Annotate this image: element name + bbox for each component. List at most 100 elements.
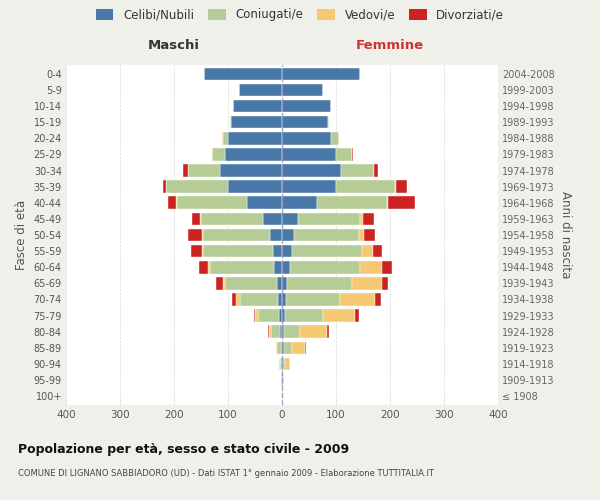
Bar bbox=[341, 164, 374, 177]
Bar bbox=[163, 180, 166, 193]
Bar bbox=[317, 196, 388, 209]
Bar bbox=[280, 326, 282, 338]
Bar bbox=[168, 196, 176, 209]
Bar bbox=[352, 277, 382, 289]
Bar bbox=[282, 261, 290, 274]
Bar bbox=[193, 212, 200, 225]
Bar bbox=[204, 68, 282, 80]
Bar bbox=[282, 180, 336, 193]
Bar bbox=[355, 310, 359, 322]
Bar bbox=[282, 132, 331, 144]
Bar bbox=[273, 245, 282, 258]
Bar bbox=[239, 84, 282, 96]
Bar bbox=[388, 196, 415, 209]
Bar bbox=[301, 326, 328, 338]
Bar bbox=[188, 228, 202, 241]
Bar bbox=[277, 277, 282, 289]
Bar bbox=[233, 100, 282, 112]
Bar bbox=[203, 245, 273, 258]
Bar bbox=[328, 326, 329, 338]
Bar bbox=[284, 326, 301, 338]
Bar bbox=[271, 326, 280, 338]
Bar bbox=[176, 196, 247, 209]
Bar bbox=[280, 358, 281, 370]
Bar bbox=[275, 342, 277, 354]
Bar bbox=[283, 358, 285, 370]
Bar bbox=[230, 116, 282, 128]
Text: Popolazione per età, sesso e stato civile - 2009: Popolazione per età, sesso e stato civil… bbox=[18, 442, 349, 456]
Bar bbox=[336, 180, 395, 193]
Bar bbox=[232, 293, 236, 306]
Bar bbox=[278, 293, 282, 306]
Bar bbox=[282, 326, 284, 338]
Bar bbox=[376, 293, 381, 306]
Bar bbox=[223, 132, 228, 144]
Bar bbox=[282, 100, 331, 112]
Bar bbox=[284, 342, 292, 354]
Bar bbox=[298, 212, 360, 225]
Y-axis label: Anni di nascita: Anni di nascita bbox=[559, 192, 572, 278]
Legend: Celibi/Nubili, Coniugati/e, Vedovi/e, Divorziati/e: Celibi/Nubili, Coniugati/e, Vedovi/e, Di… bbox=[96, 8, 504, 22]
Bar bbox=[282, 245, 292, 258]
Text: Maschi: Maschi bbox=[148, 40, 200, 52]
Bar bbox=[226, 277, 277, 289]
Bar bbox=[226, 148, 282, 160]
Bar bbox=[269, 326, 271, 338]
Bar bbox=[374, 164, 378, 177]
Bar bbox=[286, 293, 340, 306]
Bar bbox=[282, 116, 328, 128]
Bar bbox=[282, 148, 336, 160]
Bar bbox=[221, 132, 223, 144]
Bar bbox=[277, 342, 281, 354]
Bar bbox=[373, 245, 382, 258]
Bar bbox=[328, 116, 329, 128]
Bar bbox=[187, 164, 220, 177]
Bar bbox=[285, 358, 290, 370]
Bar bbox=[282, 310, 285, 322]
Bar bbox=[292, 342, 305, 354]
Bar bbox=[352, 148, 353, 160]
Bar bbox=[364, 228, 375, 241]
Bar bbox=[282, 212, 298, 225]
Bar bbox=[282, 342, 284, 354]
Bar bbox=[166, 180, 228, 193]
Bar bbox=[282, 84, 323, 96]
Bar bbox=[254, 310, 255, 322]
Bar bbox=[202, 245, 203, 258]
Bar bbox=[199, 261, 208, 274]
Bar bbox=[282, 164, 341, 177]
Bar bbox=[331, 132, 339, 144]
Bar bbox=[209, 261, 274, 274]
Bar bbox=[336, 148, 352, 160]
Bar bbox=[203, 228, 270, 241]
Bar bbox=[282, 228, 294, 241]
Bar bbox=[274, 261, 282, 274]
Bar bbox=[270, 228, 282, 241]
Bar bbox=[282, 68, 360, 80]
Bar bbox=[183, 164, 187, 177]
Bar bbox=[290, 261, 360, 274]
Bar bbox=[280, 310, 282, 322]
Bar bbox=[255, 310, 258, 322]
Bar bbox=[323, 310, 355, 322]
Bar bbox=[340, 293, 376, 306]
Bar bbox=[360, 261, 382, 274]
Bar bbox=[216, 277, 223, 289]
Bar bbox=[282, 196, 317, 209]
Bar bbox=[282, 277, 287, 289]
Bar bbox=[292, 245, 362, 258]
Bar bbox=[382, 261, 392, 274]
Y-axis label: Fasce di età: Fasce di età bbox=[15, 200, 28, 270]
Bar bbox=[258, 310, 280, 322]
Bar bbox=[382, 277, 388, 289]
Bar bbox=[220, 164, 282, 177]
Bar bbox=[363, 212, 374, 225]
Bar bbox=[236, 293, 240, 306]
Bar bbox=[201, 212, 263, 225]
Bar bbox=[247, 196, 282, 209]
Text: Femmine: Femmine bbox=[356, 40, 424, 52]
Bar bbox=[240, 293, 278, 306]
Bar bbox=[283, 374, 284, 386]
Bar bbox=[191, 245, 202, 258]
Bar bbox=[282, 358, 283, 370]
